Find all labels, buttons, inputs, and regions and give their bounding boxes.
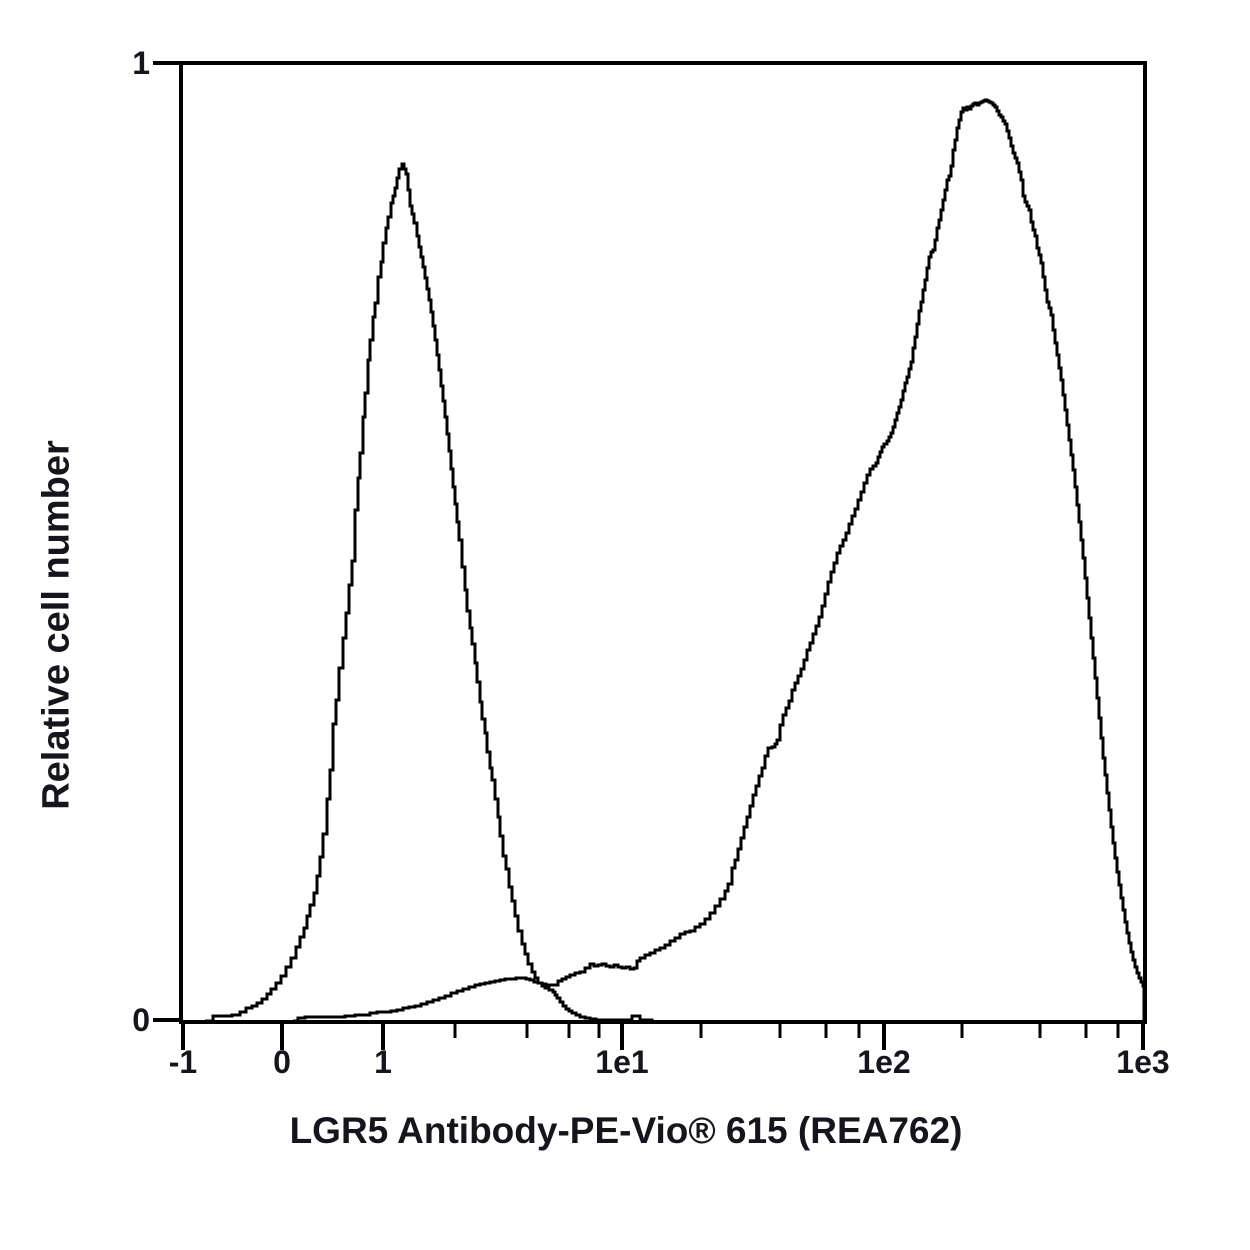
- y-tick-label: 0: [132, 1002, 150, 1038]
- y-tick-label: 1: [132, 45, 150, 81]
- y-axis-title: Relative cell number: [35, 440, 78, 810]
- x-tick-label: 1e1: [595, 1044, 649, 1080]
- x-tick-label: 0: [273, 1044, 291, 1080]
- x-tick-label: 1e2: [857, 1044, 911, 1080]
- x-tick-label: 1: [374, 1044, 392, 1080]
- x-tick-label: 1e3: [1116, 1044, 1170, 1080]
- x-axis-title: LGR5 Antibody-PE-Vio® 615 (REA762): [289, 1110, 963, 1151]
- plot-border: [179, 61, 1147, 1024]
- x-tick-label: -1: [168, 1044, 198, 1080]
- histogram-trace-stained: [293, 98, 1146, 1023]
- histogram-trace-control: [205, 162, 654, 1023]
